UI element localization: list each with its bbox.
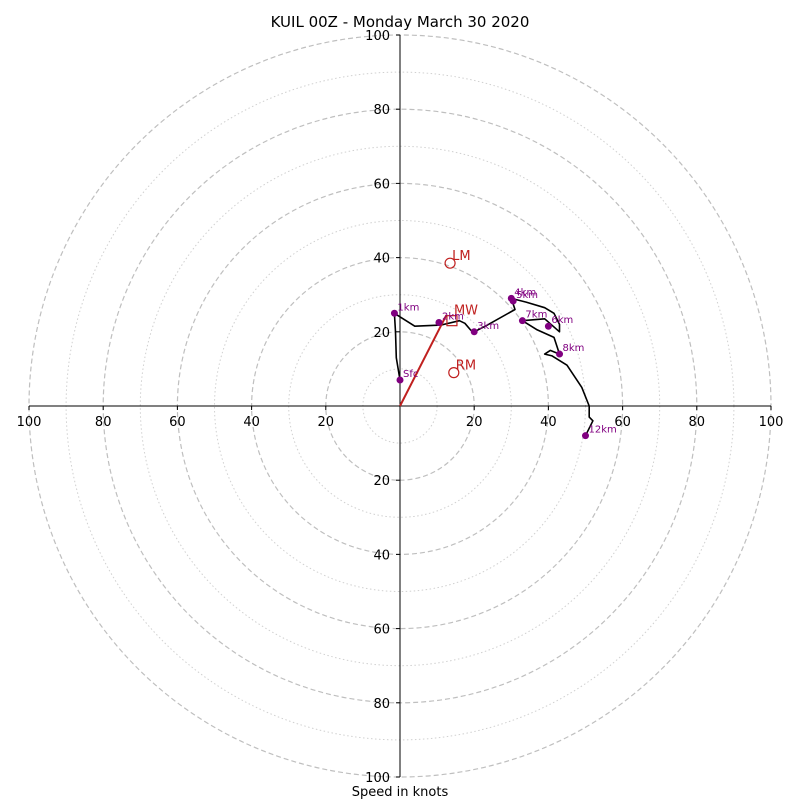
height-point-label: 12km — [589, 425, 617, 436]
y-tick-label: 40 — [373, 548, 390, 563]
y-tick-label: 20 — [373, 474, 390, 489]
y-tick-label: 100 — [365, 771, 390, 786]
x-tick-label: 100 — [17, 415, 42, 430]
height-point — [556, 350, 564, 358]
height-point — [509, 297, 517, 305]
height-point-label: 1km — [397, 302, 419, 313]
height-point-label: 4km — [514, 287, 536, 298]
x-axis-label: Speed in knots — [352, 785, 449, 800]
y-tick-label: 80 — [373, 697, 390, 712]
x-tick-label: 60 — [614, 415, 631, 430]
x-tick-label: 20 — [466, 415, 483, 430]
height-point-label: 5km — [516, 290, 538, 301]
x-tick-label: 80 — [95, 415, 112, 430]
x-tick-label: 80 — [689, 415, 706, 430]
y-tick-label: 20 — [373, 326, 390, 341]
height-point — [470, 328, 478, 336]
right-mover-marker — [448, 367, 460, 379]
height-point — [435, 319, 443, 327]
x-tick-label: 40 — [243, 415, 260, 430]
storm-motion: MW LM RM — [399, 249, 478, 407]
right-mover-label: RM — [456, 359, 476, 374]
height-point-label: 7km — [525, 310, 547, 321]
x-tick-label: 20 — [318, 415, 335, 430]
left-mover-marker — [444, 257, 456, 269]
height-point — [390, 309, 398, 317]
height-point — [518, 317, 526, 325]
height-point-label: 3km — [477, 321, 499, 332]
chart-title: KUIL 00Z - Monday March 30 2020 — [271, 13, 530, 31]
x-tick-label: 100 — [759, 415, 784, 430]
mean-wind-label: MW — [454, 304, 478, 319]
x-tick-label: 40 — [540, 415, 557, 430]
y-tick-label: 60 — [373, 177, 390, 192]
x-tick-label: 60 — [169, 415, 186, 430]
y-tick-label: 40 — [373, 252, 390, 267]
height-point-label: 2km — [442, 312, 464, 323]
y-tick-label: 60 — [373, 623, 390, 638]
height-point — [396, 376, 404, 384]
tick-labels: 100 80 60 40 20 20 40 60 80 100 100 80 60 40 20 20 40 60 8… — [17, 29, 784, 786]
height-point-label: Sfc — [403, 369, 418, 380]
mean-wind-marker — [446, 315, 458, 327]
left-mover-label: LM — [452, 249, 470, 264]
hodograph-line — [393, 297, 594, 437]
shear-vector-line — [399, 314, 448, 407]
y-tick-label: 100 — [365, 29, 390, 44]
height-point — [544, 322, 552, 330]
height-point — [582, 432, 589, 440]
height-point-label: 8km — [563, 343, 585, 354]
height-point-label: 6km — [551, 315, 573, 326]
hodograph-trace — [393, 297, 594, 437]
y-tick-label: 80 — [373, 103, 390, 118]
